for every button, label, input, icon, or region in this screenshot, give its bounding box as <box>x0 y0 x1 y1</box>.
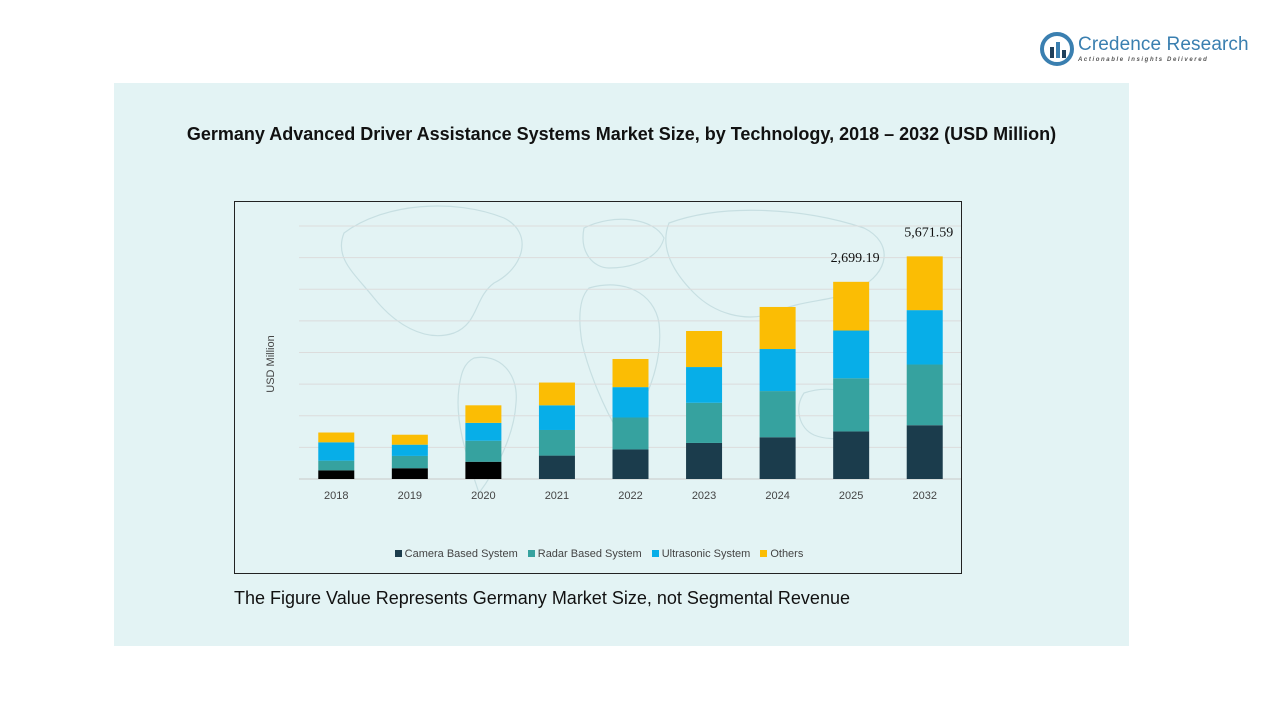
legend-item-camera-based-system: Camera Based System <box>394 548 518 560</box>
legend-label: Ultrasonic System <box>661 548 751 560</box>
legend-swatch <box>651 550 659 557</box>
x-tick-label: 2032 <box>912 490 936 502</box>
bar-segment-others-2020 <box>465 405 502 423</box>
bar-segment-radar-based-system-2023 <box>686 402 723 443</box>
legend-swatch <box>760 550 768 557</box>
legend-swatch <box>527 550 535 557</box>
bar-segment-others-2022 <box>612 358 649 388</box>
bar-segment-camera-based-system-2022 <box>612 449 649 479</box>
bar-segment-radar-based-system-2019 <box>391 455 428 469</box>
brand-name: Credence Research <box>1078 34 1249 55</box>
bar-segment-camera-based-system-2024 <box>759 437 796 479</box>
legend-label: Camera Based System <box>404 548 518 560</box>
chart-area: 2018 2019 2020 2021 2022 2023 2024 2025 2,699.19… <box>234 201 962 574</box>
chart-legend: Camera Based System Radar Based System Ult… <box>235 548 963 560</box>
bar-segment-ultrasonic-system-2032 <box>906 310 943 365</box>
bar-segment-others-2032 <box>906 256 943 311</box>
figure-footnote: The Figure Value Represents Germany Mark… <box>234 588 850 608</box>
data-label-total: 5,671.59 <box>904 225 953 240</box>
bar-segment-radar-based-system-2018 <box>318 460 355 471</box>
x-tick-label: 2025 <box>839 490 863 502</box>
y-axis-label: USD Million <box>265 335 277 393</box>
bar-segment-ultrasonic-system-2020 <box>465 422 502 441</box>
bar-segment-camera-based-system-2023 <box>686 442 723 479</box>
bar-segment-camera-based-system-2021 <box>538 455 575 479</box>
legend-label: Radar Based System <box>537 548 642 560</box>
bar-segment-ultrasonic-system-2023 <box>686 367 723 403</box>
bar-segment-others-2018 <box>318 432 355 443</box>
x-tick-label: 2019 <box>398 490 422 502</box>
x-tick-label: 2021 <box>545 490 569 502</box>
legend-item-ultrasonic-system: Ultrasonic System <box>651 548 751 560</box>
bar-segment-radar-based-system-2025 <box>833 378 870 432</box>
x-tick-label: 2023 <box>692 490 716 502</box>
chart-panel: Germany Advanced Driver Assistance Syste… <box>114 83 1129 646</box>
bar-segment-ultrasonic-system-2024 <box>759 349 796 392</box>
x-tick-label: 2022 <box>618 490 642 502</box>
legend-item-radar-based-system: Radar Based System <box>527 548 642 560</box>
bar-segment-others-2021 <box>538 382 575 406</box>
bar-segment-others-2023 <box>686 330 723 368</box>
bar-segment-ultrasonic-system-2025 <box>833 330 870 379</box>
bar-segment-ultrasonic-system-2022 <box>612 387 649 418</box>
bar-segment-camera-based-system-2025 <box>833 431 870 479</box>
data-label-total: 2,699.19 <box>831 251 880 266</box>
stacked-bar-chart: 2018 2019 2020 2021 2022 2023 2024 2025 2,699.19… <box>299 225 961 502</box>
chart-title: Germany Advanced Driver Assistance Syste… <box>186 124 1057 144</box>
credence-logo-icon <box>1040 32 1074 66</box>
x-tick-label: 2018 <box>324 490 348 502</box>
bar-segment-camera-based-system-2020 <box>465 461 502 479</box>
bar-segment-ultrasonic-system-2019 <box>391 444 428 456</box>
bar-segment-camera-based-system-2019 <box>391 468 428 479</box>
bar-segment-camera-based-system-2018 <box>318 470 355 479</box>
bar-segment-radar-based-system-2024 <box>759 391 796 438</box>
bar-segment-others-2025 <box>833 281 870 331</box>
bar-segment-ultrasonic-system-2021 <box>538 405 575 430</box>
x-tick-label: 2024 <box>765 490 789 502</box>
legend-item-others: Others <box>760 548 803 560</box>
x-tick-label: 2020 <box>471 490 495 502</box>
bar-segment-ultrasonic-system-2018 <box>318 442 355 461</box>
bar-segment-radar-based-system-2021 <box>538 429 575 456</box>
bar-segment-radar-based-system-2032 <box>906 364 943 426</box>
brand-tagline: Actionable Insights Delivered <box>1078 57 1209 63</box>
legend-swatch <box>394 550 402 557</box>
bar-segment-others-2019 <box>391 434 428 445</box>
bar-segment-radar-based-system-2022 <box>612 417 649 450</box>
legend-label: Others <box>770 548 804 560</box>
bar-segment-others-2024 <box>759 306 796 350</box>
bar-segment-radar-based-system-2020 <box>465 440 502 462</box>
bar-segment-camera-based-system-2032 <box>906 425 943 479</box>
brand-logo-block: Credence Research Actionable Insights De… <box>1040 30 1260 70</box>
